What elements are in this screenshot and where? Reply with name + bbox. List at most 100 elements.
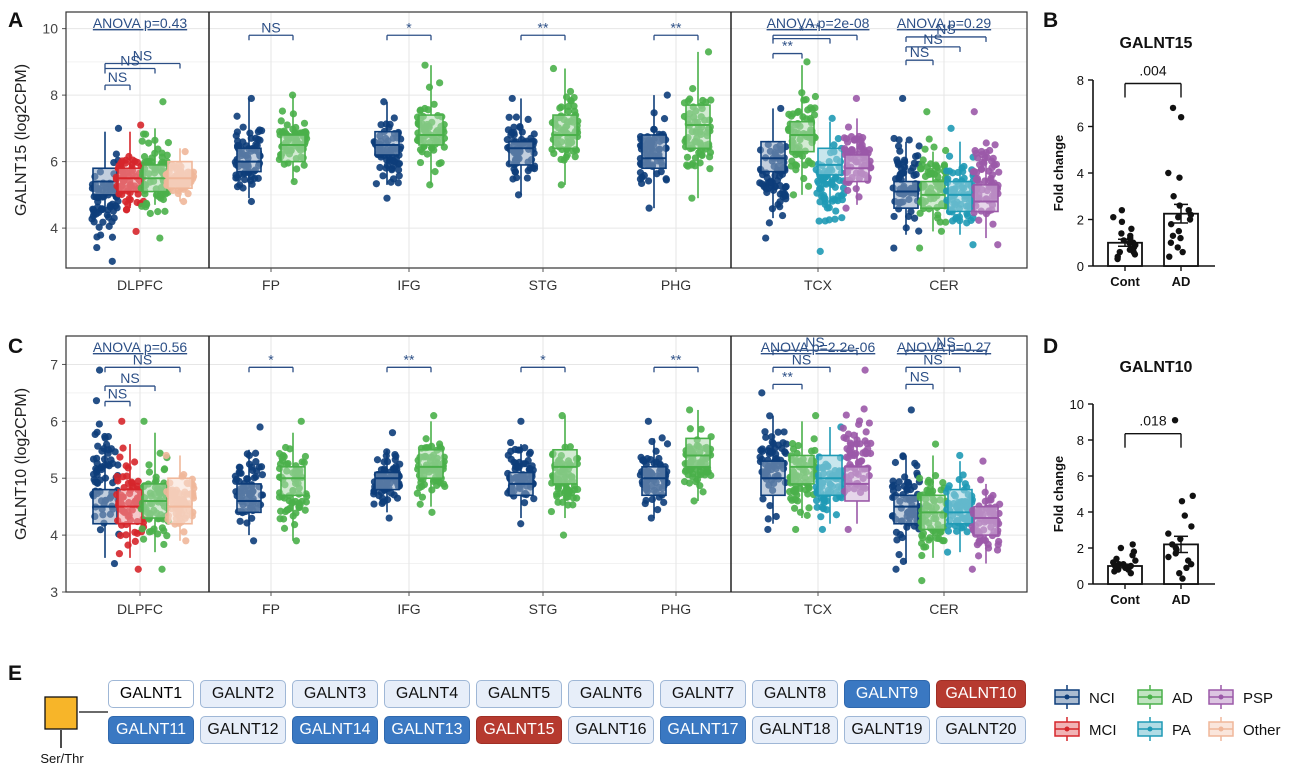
y-tick-label: 7	[50, 356, 58, 372]
data-point	[524, 167, 532, 175]
y-tick-label: 4	[50, 527, 58, 543]
x-tick-label: TCX	[804, 601, 833, 617]
sig-label: NS	[108, 385, 127, 401]
data-point	[1171, 417, 1179, 424]
data-point	[162, 451, 170, 460]
data-point	[699, 96, 707, 105]
data-point	[697, 425, 705, 433]
data-point	[300, 119, 309, 127]
data-point	[118, 417, 126, 425]
data-point	[1128, 225, 1135, 232]
anova-label: ANOVA p=0.43	[93, 15, 188, 31]
sig-label: **	[538, 19, 549, 35]
galnt-box-galnt8: GALNT8	[752, 680, 838, 708]
box-body	[789, 454, 815, 485]
data-point	[1166, 253, 1173, 260]
data-point	[184, 190, 192, 198]
data-point	[805, 504, 813, 512]
data-point	[1181, 512, 1188, 519]
data-point	[394, 160, 403, 168]
data-point	[793, 491, 801, 499]
data-point	[1176, 570, 1183, 577]
data-point	[979, 457, 987, 465]
data-point	[254, 128, 262, 136]
data-point	[663, 91, 671, 99]
box-body	[947, 488, 973, 525]
data-point	[119, 444, 127, 452]
data-point	[982, 139, 990, 147]
data-point	[926, 534, 934, 542]
box-panel-C: 3 4 5 6 7 DLPFC FP IFG STG PHG TCX CER GALNT10 (log2…	[13, 334, 1028, 617]
data-point	[859, 449, 867, 457]
data-point	[645, 204, 653, 212]
data-point	[233, 183, 242, 191]
box-stg-ad	[548, 64, 582, 189]
data-point	[292, 537, 300, 545]
box-dlpfc-nci	[89, 366, 123, 568]
data-point	[383, 194, 391, 202]
anova-label: ANOVA p=0.29	[897, 15, 992, 31]
data-point	[792, 525, 800, 534]
data-point	[944, 175, 952, 183]
data-point	[431, 168, 439, 176]
data-point	[834, 135, 842, 143]
data-point	[815, 217, 823, 225]
data-point	[706, 165, 714, 173]
galnac-square	[44, 696, 78, 730]
data-point	[804, 182, 813, 190]
data-point	[106, 201, 114, 210]
data-point	[899, 557, 907, 566]
x-tick-label: DLPFC	[117, 277, 163, 293]
data-point	[88, 215, 96, 223]
data-point	[890, 212, 898, 221]
data-point	[820, 194, 828, 202]
data-point	[94, 198, 102, 206]
legend-item-pa: PA	[1137, 717, 1191, 741]
bar-panel-B: GALNT15 0 2 4 6 8 Fold change Cont AD .004	[1051, 35, 1215, 289]
data-point	[122, 206, 131, 214]
data-point	[686, 95, 694, 103]
sig-label: **	[671, 351, 682, 367]
data-point	[158, 149, 166, 157]
data-point	[939, 479, 947, 487]
data-point	[247, 197, 256, 206]
data-point	[689, 84, 697, 93]
data-point	[977, 476, 985, 484]
data-point	[418, 493, 427, 501]
data-point	[786, 488, 794, 496]
plot-area	[66, 12, 1027, 268]
data-point	[817, 513, 825, 521]
data-point	[155, 192, 163, 201]
box-tcx-ad	[786, 412, 820, 534]
data-point	[766, 502, 774, 510]
sig-label: NS	[120, 53, 139, 69]
data-point	[758, 389, 766, 397]
data-point	[140, 417, 148, 425]
data-point	[895, 551, 903, 559]
data-point	[389, 175, 398, 183]
galnt-box-galnt9: GALNT9	[844, 680, 930, 708]
data-point	[657, 168, 665, 176]
data-point	[164, 139, 172, 147]
sig-label: *	[406, 19, 412, 35]
data-point	[943, 167, 951, 175]
data-point	[684, 471, 692, 479]
data-point	[257, 463, 266, 471]
data-point	[425, 83, 434, 91]
data-point	[942, 146, 950, 155]
data-point	[707, 471, 715, 480]
data-point	[910, 214, 919, 222]
data-point	[658, 434, 666, 442]
data-point	[148, 527, 156, 535]
data-point	[103, 211, 111, 219]
data-point	[530, 495, 538, 503]
box-dlpfc-mci	[112, 121, 148, 236]
data-point	[794, 107, 803, 116]
data-point	[376, 163, 384, 172]
box-body	[760, 140, 786, 173]
data-point	[933, 534, 941, 542]
data-point	[802, 96, 810, 104]
data-point	[394, 179, 402, 187]
data-point	[761, 428, 769, 436]
plot-area	[66, 336, 1027, 592]
